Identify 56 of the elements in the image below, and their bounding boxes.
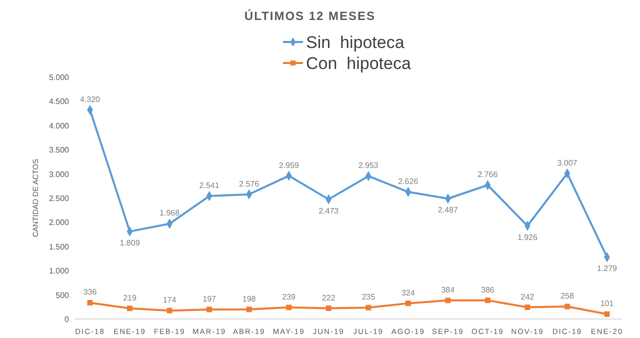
data-label: 1.968: [160, 208, 180, 218]
data-label: 1.279: [596, 264, 618, 274]
point: [564, 304, 570, 310]
y-tick-label: 0: [64, 315, 70, 324]
point: [445, 298, 451, 304]
data-label: 101: [600, 299, 614, 308]
point: [206, 306, 212, 312]
data-label: 2.541: [199, 181, 220, 190]
data-label: 384: [441, 285, 456, 294]
data-label: 386: [481, 285, 495, 294]
point: [484, 298, 490, 304]
data-label: 197: [202, 294, 217, 304]
data-label: 324: [401, 288, 416, 298]
data-label: 2.576: [239, 179, 260, 188]
data-label: 2.953: [358, 161, 379, 170]
legend-label: Sin hipoteca: [306, 33, 405, 52]
data-label: 336: [83, 288, 98, 297]
y-tick-label: 4.500: [48, 97, 70, 106]
y-tick-label: 500: [56, 290, 70, 300]
data-label: 2.766: [478, 170, 498, 180]
data-label: 2.487: [438, 206, 458, 215]
data-label: 3.007: [557, 158, 578, 168]
point: [326, 306, 332, 311]
point: [127, 306, 133, 312]
point: [166, 308, 172, 314]
legend-label: Con hipoteca: [306, 54, 412, 73]
y-tick-label: 1.500: [48, 242, 70, 252]
point: [604, 311, 610, 317]
data-label: 198: [242, 294, 256, 304]
y-tick-label: 2.500: [48, 194, 70, 203]
data-label: 239: [282, 292, 296, 302]
point: [524, 304, 530, 310]
point: [246, 306, 252, 312]
point: [366, 304, 372, 310]
data-label: 1.926: [517, 232, 538, 242]
point: [87, 300, 93, 306]
chart-title: ÚLTIMOS 12 MESES: [244, 9, 376, 23]
y-tick-label: 1.000: [48, 266, 70, 276]
data-label: 1.809: [120, 238, 140, 248]
point: [405, 300, 411, 306]
y-tick-label: 2.000: [48, 218, 70, 228]
y-tick-label: 4.000: [48, 121, 70, 130]
y-tick-label: 3.500: [48, 146, 70, 155]
data-label: 235: [362, 292, 376, 302]
data-label: 2.959: [278, 160, 300, 170]
data-label: 174: [162, 296, 177, 305]
data-label: 258: [560, 292, 574, 301]
data-label: 2.626: [398, 176, 419, 186]
data-label: 2.473: [318, 206, 340, 216]
y-tick-label: 3.000: [48, 170, 70, 179]
point: [286, 304, 292, 310]
data-label: 242: [520, 292, 535, 302]
data-label: 219: [123, 293, 137, 302]
data-label: 222: [322, 293, 336, 302]
y-tick-label: 5.000: [48, 73, 70, 82]
data-label: 4.320: [80, 94, 101, 104]
